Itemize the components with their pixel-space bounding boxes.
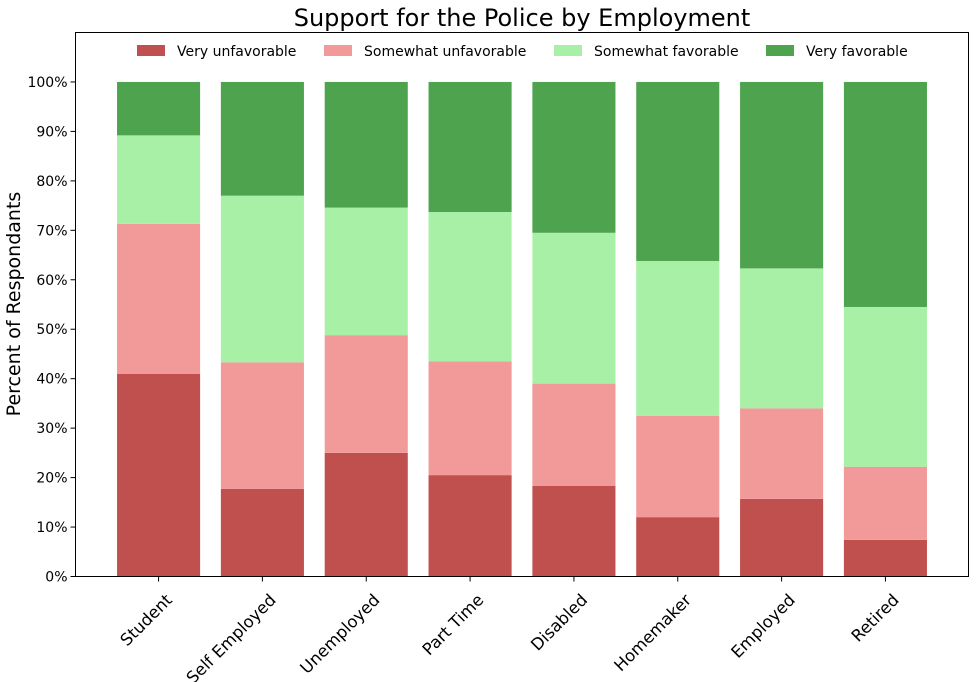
y-axis-label: Percent of Respondants <box>3 192 25 417</box>
bar-student-series-2 <box>117 223 201 374</box>
bar-employed-series-3 <box>740 268 824 409</box>
y-tick-label: 0% <box>45 570 67 586</box>
bar-homemaker-series-3 <box>636 260 720 416</box>
x-tick-label: Retired <box>848 590 903 645</box>
bar-unemployed-series-1 <box>324 452 408 577</box>
bar-self-employed-series-4 <box>220 81 304 196</box>
bar-part-time-series-2 <box>428 361 512 476</box>
bar-student-series-3 <box>117 135 201 224</box>
legend-swatch <box>554 45 582 56</box>
legend-swatch <box>137 45 165 56</box>
legend-swatch <box>324 45 352 56</box>
bar-disabled-series-1 <box>532 485 616 577</box>
bar-unemployed-series-3 <box>324 207 408 336</box>
bar-employed-series-4 <box>740 81 824 269</box>
bar-self-employed-series-2 <box>220 362 304 489</box>
bar-homemaker-series-4 <box>636 81 720 261</box>
y-tick-label: 90% <box>36 124 67 140</box>
bar-homemaker-series-1 <box>636 517 720 577</box>
x-axis: Student Self Employed Unemployed Part Time D… <box>117 576 903 682</box>
bar-self-employed-series-1 <box>220 488 304 577</box>
bar-student-series-1 <box>117 373 201 577</box>
y-tick-label: 70% <box>36 223 67 239</box>
plot-frame <box>75 32 969 577</box>
legend-label: Very favorable <box>806 44 908 60</box>
x-tick-label: Unemployed <box>296 590 383 677</box>
bar-unemployed-series-2 <box>324 335 408 453</box>
bar-employed-series-2 <box>740 408 824 499</box>
y-axis: 0% 10% 20% 30% 40% 50% 60% 70% 80% 90% 100% <box>27 75 76 586</box>
bar-retired-series-3 <box>843 306 927 467</box>
bar-disabled-series-2 <box>532 383 616 486</box>
legend: Very unfavorable Somewhat unfavorable Some… <box>137 44 908 60</box>
legend-label: Somewhat favorable <box>594 44 739 60</box>
bar-part-time-series-3 <box>428 212 512 362</box>
y-tick-label: 30% <box>36 421 67 437</box>
bars-group <box>117 81 927 577</box>
bar-student-series-4 <box>117 81 201 136</box>
y-tick-label: 80% <box>36 174 67 190</box>
x-tick-label: Homemaker <box>610 590 695 675</box>
bar-homemaker-series-2 <box>636 415 720 518</box>
y-tick-label: 50% <box>36 322 67 338</box>
bar-retired-series-4 <box>843 81 927 307</box>
bar-part-time-series-1 <box>428 475 512 577</box>
chart-title: Support for the Police by Employment <box>294 4 751 32</box>
bar-unemployed-series-4 <box>324 81 408 208</box>
x-tick-label: Part Time <box>419 590 488 659</box>
x-tick-label: Student <box>117 590 177 650</box>
x-tick-label: Self Employed <box>183 590 280 682</box>
y-tick-label: 10% <box>36 520 67 536</box>
bar-disabled-series-4 <box>532 81 616 233</box>
y-tick-label: 40% <box>36 372 67 388</box>
bar-disabled-series-3 <box>532 232 616 384</box>
bar-retired-series-2 <box>843 466 927 540</box>
x-tick-label: Disabled <box>527 590 591 654</box>
legend-label: Very unfavorable <box>177 44 296 60</box>
bar-self-employed-series-3 <box>220 195 304 363</box>
legend-swatch <box>766 45 794 56</box>
y-tick-label: 100% <box>27 75 67 91</box>
bar-part-time-series-4 <box>428 81 512 213</box>
x-tick-label: Employed <box>727 590 798 661</box>
bar-employed-series-1 <box>740 498 824 577</box>
y-tick-label: 60% <box>36 273 67 289</box>
bar-retired-series-1 <box>843 539 927 577</box>
y-tick-label: 20% <box>36 471 67 487</box>
legend-label: Somewhat unfavorable <box>364 44 526 60</box>
